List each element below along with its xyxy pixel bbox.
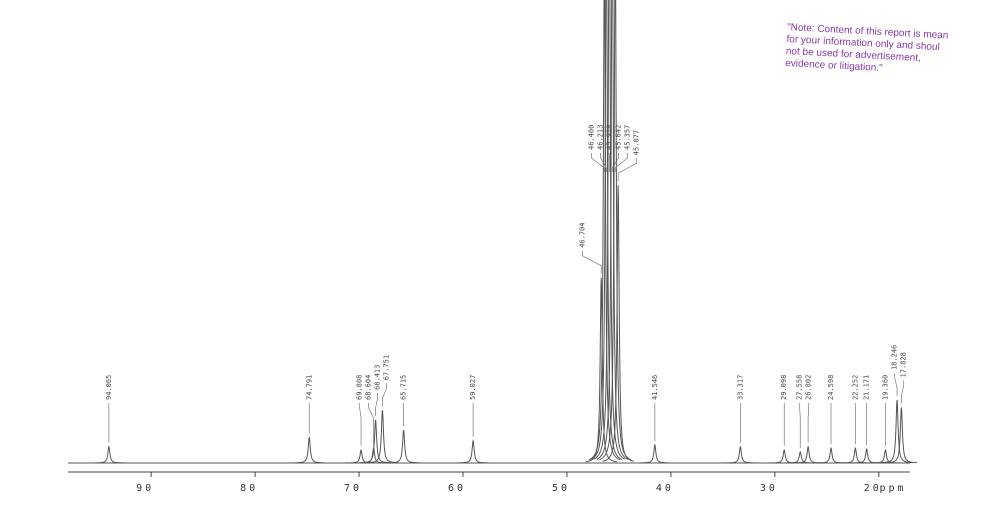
peak-label: 46.400	[588, 125, 596, 150]
leader-line	[807, 403, 810, 443]
peak	[387, 430, 420, 464]
peak-label: 69.808	[356, 375, 364, 400]
x-tick-label: 90	[136, 483, 154, 494]
leader-line	[382, 383, 388, 407]
peak-label: 17.828	[900, 352, 908, 377]
peak-label: 19.360	[881, 375, 889, 400]
peak-label: 46.704	[579, 223, 587, 248]
leader-line	[359, 403, 362, 447]
leader-line	[375, 392, 379, 416]
peak	[792, 445, 824, 464]
leader-line	[600, 153, 607, 172]
peak	[590, 0, 623, 460]
peak-label: 41.546	[651, 375, 659, 400]
peak-label: 45.928	[606, 125, 614, 150]
peak	[588, 0, 621, 461]
peak	[639, 443, 671, 464]
leader-line	[617, 158, 637, 182]
x-tick-label: 30	[760, 483, 778, 494]
peak-label: 46.213	[597, 125, 605, 150]
x-tick-label: 60	[448, 483, 466, 494]
peak	[784, 450, 816, 464]
note-line: evidence or litigation."	[785, 58, 883, 74]
peak	[815, 446, 847, 464]
note: "Note: Content of this report is meanfor…	[785, 22, 949, 74]
peak-label: 24.598	[827, 375, 835, 400]
leader-line	[799, 403, 801, 448]
peak-label: 94.065	[105, 375, 113, 400]
peak-label: 68.413	[374, 365, 382, 390]
peak-label: 22.252	[851, 375, 859, 400]
leader-line	[368, 403, 374, 445]
peak-label: 18.246	[891, 345, 899, 370]
peak	[839, 446, 872, 464]
leader-line	[582, 250, 602, 274]
x-tick-label: 70	[344, 483, 362, 494]
peak-label: 27.558	[796, 375, 804, 400]
leader-line	[901, 380, 905, 404]
peak-label: 59.027	[469, 375, 477, 400]
peak	[596, 0, 629, 460]
peak-label: 74.791	[305, 375, 313, 400]
peak	[93, 445, 125, 464]
leader-line	[894, 373, 898, 397]
peak	[885, 407, 918, 464]
peak	[602, 185, 634, 462]
peak-label: 67.751	[383, 355, 391, 380]
x-tick-label: 50	[552, 483, 570, 494]
peak-label: 68.604	[365, 375, 373, 400]
peak-label: 33.317	[736, 375, 744, 400]
peak-label: 21.171	[863, 375, 871, 400]
peak-label: 29.098	[780, 375, 788, 400]
x-tick-label: 80	[240, 483, 258, 494]
peak	[768, 448, 800, 464]
peak	[724, 445, 756, 464]
leader-line	[591, 153, 605, 172]
x-axis-label: ppm	[879, 483, 906, 494]
peak	[366, 410, 399, 464]
peak	[457, 438, 489, 464]
plot-area	[68, 0, 918, 464]
peak-label: 45.077	[633, 130, 641, 155]
peak-label: 45.357	[624, 125, 632, 150]
peak-label: 26.802	[805, 375, 813, 400]
peak	[359, 419, 392, 464]
peak-label: 65.715	[400, 375, 408, 400]
peak	[593, 0, 626, 460]
peak	[869, 448, 902, 464]
x-tick-label: 20	[864, 483, 882, 494]
leader-line	[611, 153, 619, 172]
peak-label: 45.642	[615, 125, 623, 150]
x-tick-label: 40	[656, 483, 674, 494]
peak	[293, 436, 325, 464]
leader-line	[614, 153, 628, 172]
peak	[585, 277, 617, 463]
